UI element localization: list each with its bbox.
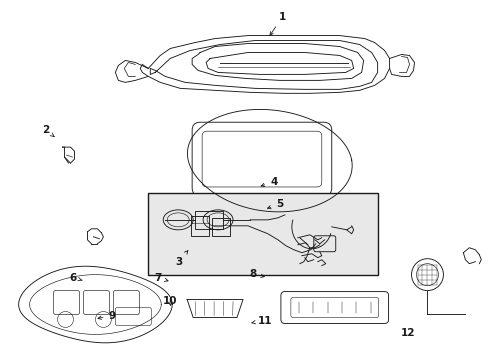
Text: 12: 12: [400, 328, 414, 338]
Text: 4: 4: [261, 177, 277, 187]
Text: 10: 10: [163, 296, 177, 306]
Text: 6: 6: [69, 273, 82, 283]
Bar: [191, 216, 209, 236]
Text: 11: 11: [251, 316, 272, 325]
Bar: [148, 193, 377, 275]
Text: 9: 9: [98, 311, 115, 320]
Bar: [212, 218, 229, 236]
Text: 1: 1: [269, 12, 285, 35]
Text: 2: 2: [42, 125, 54, 137]
Text: 7: 7: [154, 273, 168, 283]
Text: 5: 5: [267, 199, 283, 210]
Bar: [195, 211, 223, 229]
Text: 3: 3: [175, 251, 187, 267]
Text: 8: 8: [249, 269, 264, 279]
